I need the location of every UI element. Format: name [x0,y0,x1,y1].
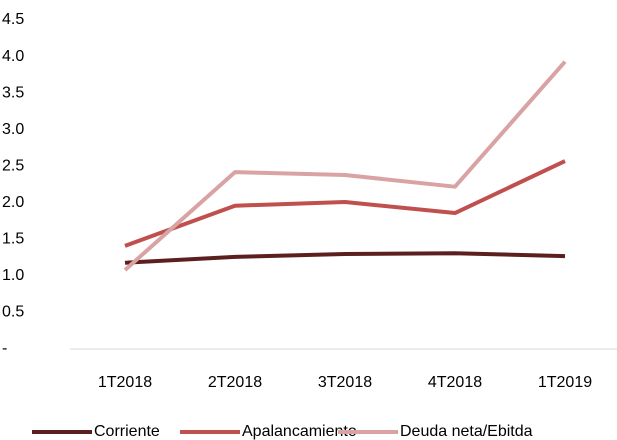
legend-label: Corriente [94,423,160,440]
legend-label: Apalancamiento [242,423,357,440]
y-tick-label: 4.5 [2,11,24,28]
y-tick-label: 3.5 [2,84,24,101]
legend-label: Deuda neta/Ebitda [400,423,533,440]
y-tick-label: 3.0 [2,121,24,138]
y-tick-label: 4.0 [2,48,24,65]
x-tick-label: 2T2018 [208,374,262,391]
series-line [123,60,567,272]
y-tick-label: - [2,340,7,357]
y-tick-label: 0.5 [2,304,24,321]
y-tick-label: 1.0 [2,267,24,284]
x-tick-label: 1T2018 [98,374,152,391]
y-tick-label: 1.5 [2,231,24,248]
x-tick-label: 4T2018 [428,374,482,391]
x-tick-label: 3T2018 [318,374,372,391]
y-tick-label: 2.0 [2,194,24,211]
x-tick-label: 1T2019 [538,374,592,391]
y-tick-label: 2.5 [2,157,24,174]
series-line [124,159,566,248]
series-line [124,251,566,265]
